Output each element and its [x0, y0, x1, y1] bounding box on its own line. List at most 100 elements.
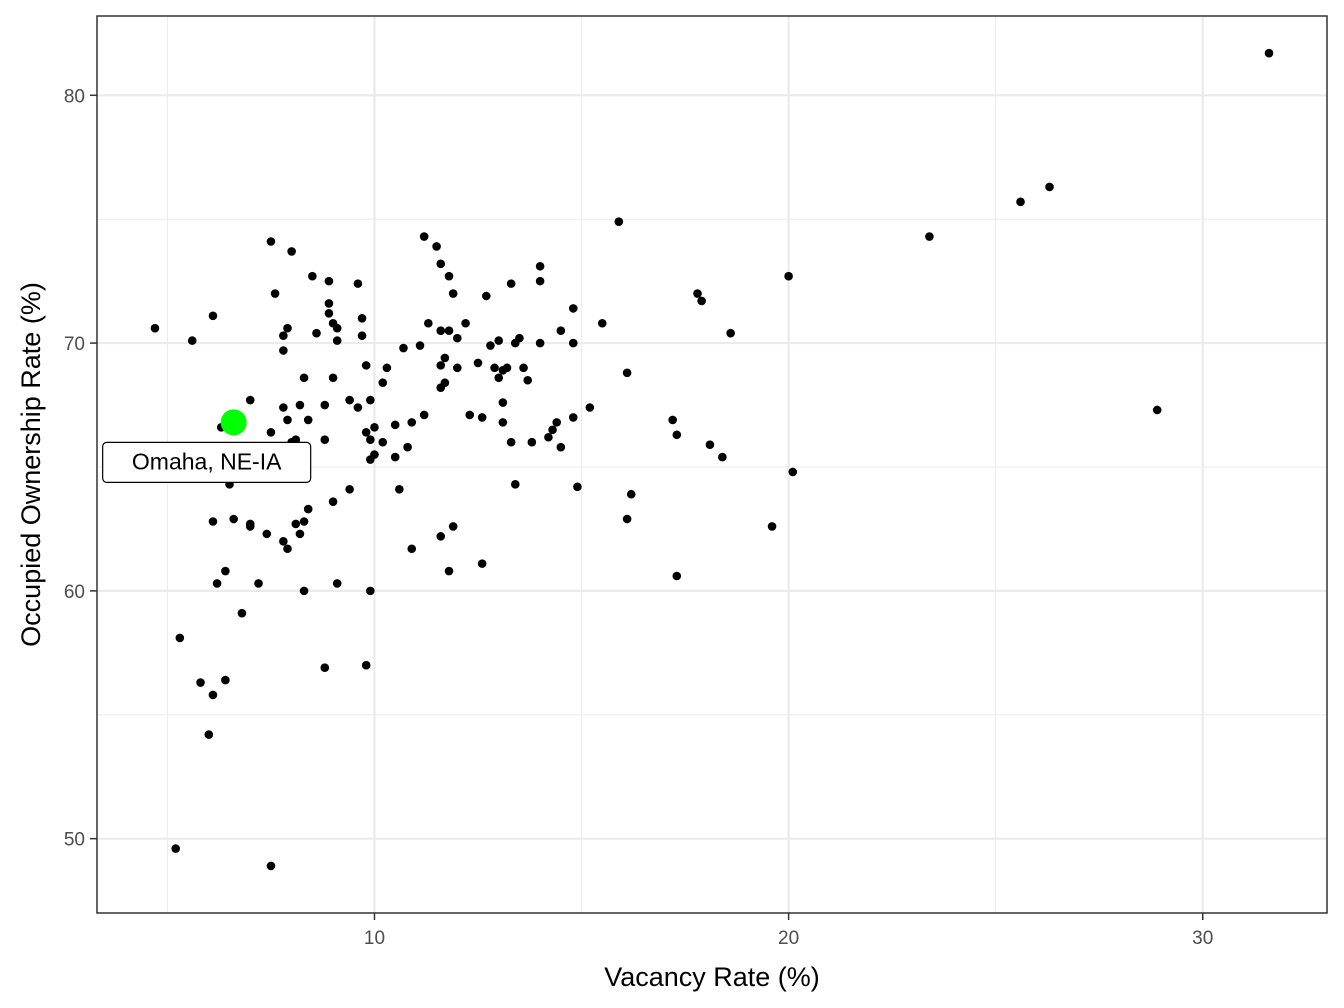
data-point: [399, 343, 408, 353]
data-point: [544, 432, 553, 442]
data-point: [424, 318, 433, 328]
data-point: [279, 537, 288, 546]
data-point: [436, 326, 446, 335]
data-point: [705, 440, 715, 449]
data-point: [266, 237, 276, 246]
data-point: [299, 517, 309, 526]
y-axis-title: Occupied Ownership Rate (%): [16, 282, 46, 647]
data-point: [221, 566, 230, 576]
data-point: [390, 420, 400, 430]
data-point: [548, 425, 557, 435]
data-point: [461, 318, 470, 328]
data-point: [245, 522, 255, 531]
data-point: [440, 353, 450, 363]
x-tick-label: 10: [364, 928, 385, 949]
data-point: [208, 517, 218, 526]
data-point: [378, 378, 388, 388]
data-point: [171, 844, 180, 853]
data-point: [597, 318, 607, 328]
data-point: [283, 323, 292, 333]
x-tick-label: 30: [1192, 928, 1213, 949]
data-point: [287, 247, 296, 256]
data-point: [175, 633, 185, 643]
data-point: [552, 418, 561, 427]
data-point: [279, 331, 288, 340]
data-point: [332, 323, 342, 333]
data-point: [229, 514, 238, 524]
data-point: [568, 413, 578, 422]
data-point: [320, 663, 330, 672]
data-point: [254, 579, 263, 588]
data-point: [465, 410, 475, 420]
data-point: [1045, 182, 1054, 192]
x-axis-title: Vacancy Rate (%): [604, 962, 820, 992]
data-point: [403, 442, 412, 452]
data-point: [556, 442, 566, 452]
data-point: [208, 690, 218, 700]
data-point: [283, 415, 292, 425]
data-point: [303, 415, 313, 425]
data-point: [303, 504, 313, 514]
data-point: [378, 437, 388, 447]
data-point: [535, 261, 545, 271]
data-point: [366, 435, 375, 445]
data-point: [407, 418, 417, 427]
data-point: [291, 519, 301, 529]
data-point: [407, 544, 417, 554]
data-point: [453, 333, 462, 343]
data-point: [150, 323, 160, 333]
data-point: [1264, 48, 1274, 58]
data-point: [672, 430, 682, 440]
data-point: [270, 289, 280, 298]
data-point: [295, 400, 305, 410]
y-tick-label: 70: [64, 334, 85, 355]
data-point: [245, 395, 255, 405]
data-point: [390, 452, 400, 462]
data-point: [506, 279, 516, 288]
data-point: [515, 333, 524, 343]
data-point: [1016, 197, 1025, 207]
data-point: [519, 363, 528, 373]
data-point: [444, 566, 454, 576]
panel-border: [96, 15, 1328, 914]
y-tick-label: 80: [64, 86, 85, 107]
data-point: [925, 232, 934, 241]
data-point: [788, 467, 798, 477]
data-point: [432, 242, 441, 251]
data-point: [299, 586, 309, 596]
data-point: [494, 336, 504, 345]
data-point: [320, 400, 330, 410]
y-tick-label: 50: [64, 830, 85, 851]
data-point: [498, 398, 508, 407]
data-point: [357, 331, 367, 340]
data-point: [345, 484, 354, 494]
data-point: [527, 437, 537, 447]
data-point: [556, 326, 566, 335]
data-point: [693, 289, 702, 298]
data-point: [187, 336, 197, 345]
data-point: [366, 586, 375, 596]
data-point: [622, 514, 632, 524]
data-point: [697, 296, 706, 306]
data-point: [361, 660, 371, 670]
data-point: [208, 311, 218, 321]
data-point: [366, 455, 375, 464]
data-point: [415, 341, 425, 350]
data-point: [477, 413, 487, 422]
data-point: [502, 363, 512, 373]
data-point: [328, 497, 338, 506]
data-point: [626, 489, 636, 499]
data-point: [324, 299, 334, 308]
data-points: [150, 48, 1274, 871]
data-point: [523, 375, 533, 385]
data-point: [353, 403, 363, 412]
highlight-callout-label: Omaha, NE-IA: [132, 448, 282, 474]
data-point: [440, 378, 450, 388]
data-point: [332, 336, 342, 345]
highlight-callout-box: [102, 441, 312, 483]
data-point: [535, 338, 545, 348]
data-point: [237, 608, 247, 618]
data-point: [266, 427, 276, 437]
